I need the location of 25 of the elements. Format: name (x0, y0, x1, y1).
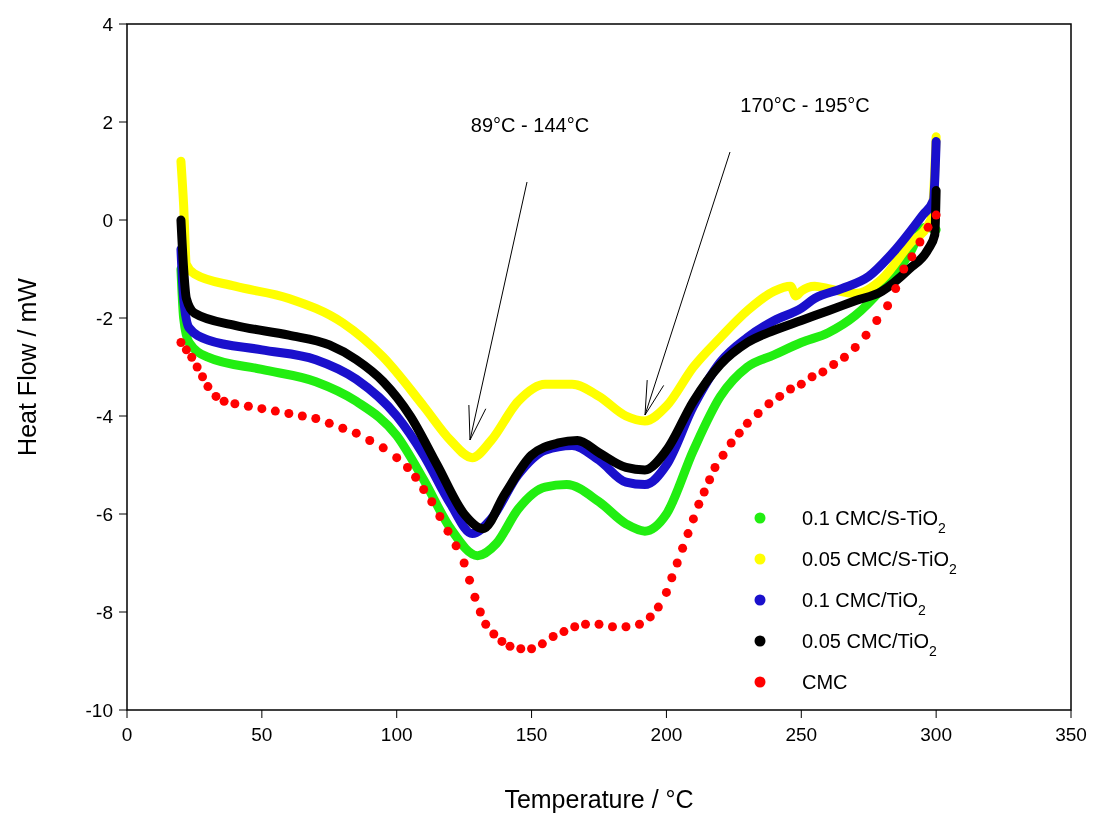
x-axis-title: Temperature / °C (504, 785, 694, 813)
y-tick-label: -6 (96, 504, 113, 525)
x-tick-label: 100 (380, 724, 413, 745)
x-tick-label: 200 (650, 724, 683, 745)
y-tick-label: -10 (85, 700, 113, 721)
y-tick-label: -4 (96, 406, 114, 427)
annotation: 89°C - 144°C (470, 114, 590, 136)
x-tick-label: 150 (515, 724, 548, 745)
x-tick-label: 0 (121, 724, 133, 745)
x-tick-label: 250 (785, 724, 818, 745)
x-tick-label: 300 (920, 724, 952, 745)
y-axis-title: Heat Flow / mW (13, 277, 41, 456)
y-tick-label: -2 (96, 308, 113, 329)
legend-label: 0.1 CMC/S-TiO$_{2}$ (802, 507, 946, 536)
legend-label: CMC (802, 671, 848, 693)
y-tick-label: -8 (96, 602, 113, 623)
legend-label: 0.05 CMC/S-TiO$_{2}$ (802, 548, 958, 577)
legend-label: 0.1 CMC/TiO$_{2}$ (802, 589, 926, 618)
x-tick-label: 350 (1055, 724, 1087, 745)
legend-label: 0.05 CMC/TiO$_{2}$ (802, 630, 938, 659)
x-tick-label: 50 (251, 724, 273, 745)
y-tick-label: 0 (102, 210, 113, 231)
annotation: 170°C - 195°C (740, 94, 870, 116)
y-tick-label: 4 (102, 14, 114, 35)
y-tick-label: 2 (102, 112, 113, 133)
